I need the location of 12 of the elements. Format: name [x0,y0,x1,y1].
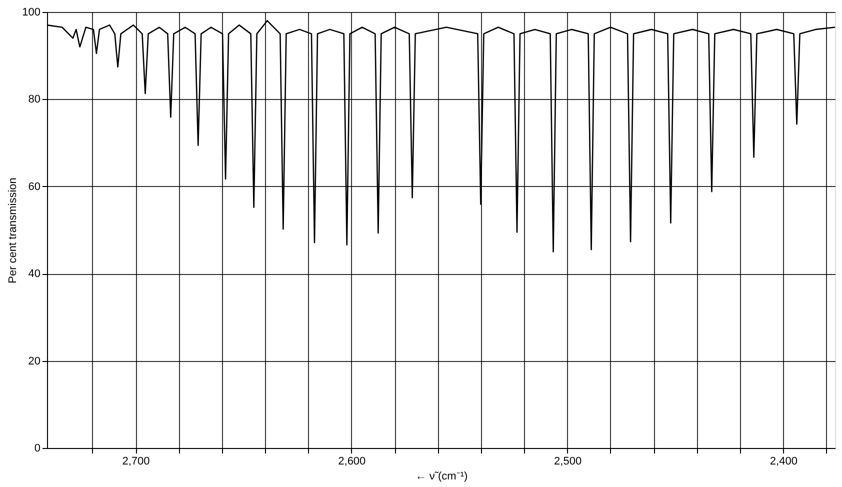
x-tick-label: 2,500 [554,456,582,468]
y-tick-label: 20 [28,355,40,368]
x-tick-label: 2,700 [122,456,150,468]
x-tick-label: 2,600 [338,456,366,468]
y-tick-label: 80 [28,94,40,106]
y-tick-label: 100 [22,6,40,18]
y-tick-label: 40 [28,268,40,280]
x-axis-title: ← ν̃ (cm⁻¹) [415,470,468,482]
x-tick-label: 2,400 [770,456,798,468]
y-tick-label: 60 [28,180,40,193]
y-axis-title: Per cent transmission [7,178,20,284]
y-tick-label: 0 [34,442,40,454]
